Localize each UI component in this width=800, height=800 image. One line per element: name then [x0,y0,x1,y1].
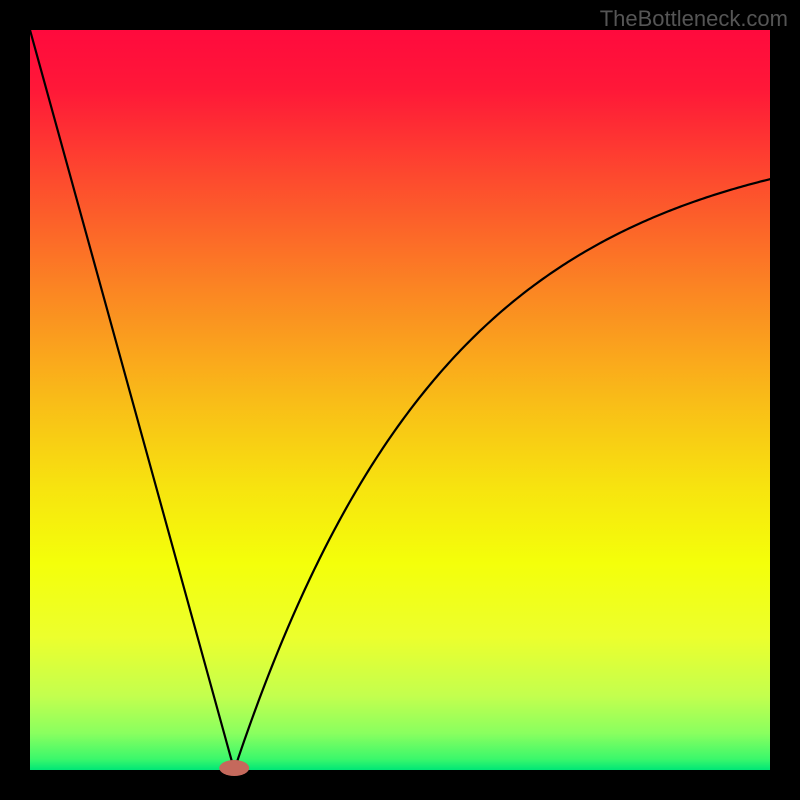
watermark-text: TheBottleneck.com [600,6,788,32]
minimum-marker [219,760,249,776]
bottleneck-chart [0,0,800,800]
chart-container: TheBottleneck.com [0,0,800,800]
